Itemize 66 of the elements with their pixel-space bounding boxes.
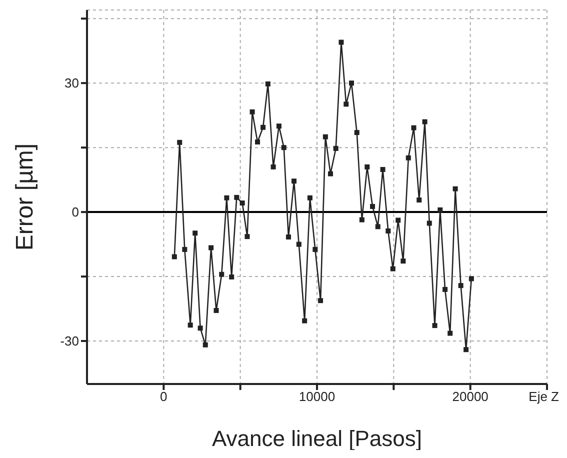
point xyxy=(198,326,203,331)
point xyxy=(333,146,338,151)
point xyxy=(292,178,296,184)
point xyxy=(240,200,245,206)
point xyxy=(400,258,406,264)
x-tick-label: 20000 xyxy=(452,389,488,404)
point xyxy=(318,298,324,304)
y-tick-label: 0 xyxy=(72,204,79,220)
point xyxy=(349,80,354,86)
point xyxy=(244,234,250,240)
point xyxy=(255,139,260,144)
point xyxy=(265,81,270,86)
point xyxy=(411,125,416,130)
y-tick-label: 30 xyxy=(64,76,79,91)
point xyxy=(390,266,396,272)
x-tick-label: 0 xyxy=(160,389,168,404)
point xyxy=(338,40,344,45)
point xyxy=(286,234,291,240)
point xyxy=(438,207,443,212)
point xyxy=(426,220,432,226)
y-axis-title: Error [µm] xyxy=(12,143,39,251)
point xyxy=(182,246,188,252)
point xyxy=(406,155,411,160)
point xyxy=(188,322,193,328)
point xyxy=(302,318,308,324)
point xyxy=(458,283,464,288)
point xyxy=(276,124,282,129)
point xyxy=(322,134,328,140)
point xyxy=(448,330,453,336)
point xyxy=(270,164,276,170)
text: Eje Z xyxy=(528,389,559,404)
point xyxy=(172,254,177,260)
point xyxy=(468,276,474,282)
point xyxy=(364,164,370,170)
point xyxy=(370,204,376,209)
point xyxy=(192,230,198,236)
y-tick-label: -30 xyxy=(60,334,79,349)
point xyxy=(328,171,333,176)
point xyxy=(177,140,182,145)
point xyxy=(344,102,349,107)
point xyxy=(281,145,286,150)
point xyxy=(464,347,469,352)
point xyxy=(354,130,360,136)
point xyxy=(442,286,448,292)
point xyxy=(214,308,219,313)
point xyxy=(250,109,255,114)
point xyxy=(307,195,312,200)
point xyxy=(312,246,318,252)
point xyxy=(386,228,391,234)
point xyxy=(375,224,380,230)
point xyxy=(260,124,266,130)
point xyxy=(208,245,214,250)
point xyxy=(422,119,428,124)
point xyxy=(396,218,401,223)
point xyxy=(224,195,230,200)
point xyxy=(380,166,386,172)
point xyxy=(452,186,458,192)
point xyxy=(229,274,234,280)
point xyxy=(202,342,208,348)
point xyxy=(234,194,240,200)
x-tick-label: 10000 xyxy=(298,389,336,404)
point xyxy=(432,323,438,328)
point xyxy=(416,198,422,203)
point xyxy=(219,272,224,277)
point xyxy=(359,217,364,222)
point xyxy=(296,242,302,247)
